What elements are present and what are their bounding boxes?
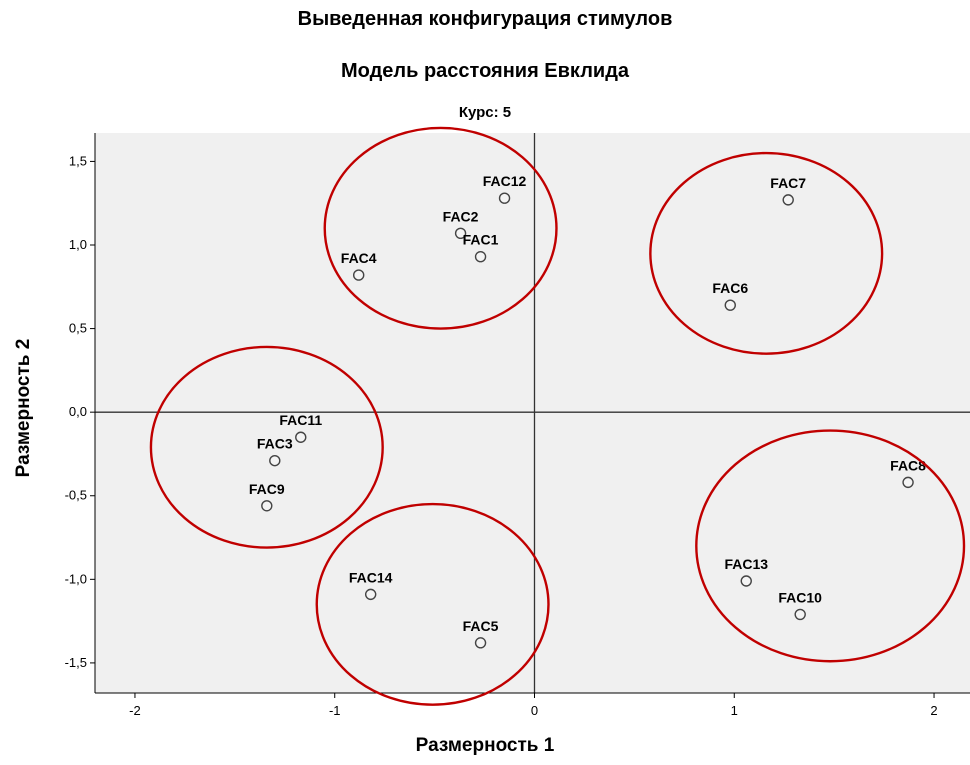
y-tick-label: -1,0 xyxy=(65,571,87,586)
data-point xyxy=(474,251,487,263)
x-tick-label: -1 xyxy=(329,703,341,718)
y-tick-label: 0,5 xyxy=(69,321,87,336)
x-tick-label: 2 xyxy=(930,703,937,718)
panel-label: Курс: 5 xyxy=(458,104,512,121)
data-point xyxy=(364,588,377,601)
data-point xyxy=(454,227,467,239)
point-label: FAC10 xyxy=(778,589,822,605)
data-point xyxy=(474,637,487,649)
x-axis-label: Размерность 1 xyxy=(415,735,555,756)
data-point xyxy=(724,299,736,311)
plot-area xyxy=(95,133,970,693)
cluster-ellipse xyxy=(323,126,558,330)
y-tick-label: 1,5 xyxy=(69,153,87,168)
point-label: FAC7 xyxy=(770,175,806,191)
data-point xyxy=(261,500,273,512)
point-label: FAC13 xyxy=(724,556,768,572)
data-point xyxy=(269,454,281,467)
point-label: FAC1 xyxy=(463,232,499,248)
point-label: FAC11 xyxy=(279,412,322,428)
point-label: FAC5 xyxy=(463,618,499,634)
y-tick-label: 0,0 xyxy=(69,404,87,419)
x-tick-label: 1 xyxy=(731,703,738,718)
data-point xyxy=(794,608,806,621)
point-label: FAC8 xyxy=(890,457,926,473)
point-label: FAC4 xyxy=(341,250,377,266)
y-tick-label: -1,5 xyxy=(65,655,87,670)
point-label: FAC12 xyxy=(483,173,527,189)
point-label: FAC9 xyxy=(249,481,285,497)
data-point xyxy=(352,269,365,281)
point-label: FAC3 xyxy=(257,436,293,452)
point-label: FAC14 xyxy=(349,569,393,585)
data-point xyxy=(902,476,914,489)
chart-subtitle: Модель расстояния Евклида xyxy=(340,60,630,82)
y-tick-label: 1,0 xyxy=(69,237,87,252)
chart-title: Выведенная конфигурация стимулов xyxy=(297,8,673,30)
data-point xyxy=(782,194,794,206)
data-point xyxy=(295,431,307,443)
data-point xyxy=(740,575,752,587)
data-point xyxy=(498,192,511,204)
x-tick-label: 0 xyxy=(531,703,538,718)
y-tick-label: -0,5 xyxy=(65,488,87,503)
point-label: FAC6 xyxy=(712,280,748,296)
cluster-ellipse xyxy=(649,151,884,355)
x-tick-label: -2 xyxy=(129,703,141,718)
cluster-ellipse xyxy=(695,429,966,663)
cluster-ellipse xyxy=(149,345,384,549)
cluster-ellipse xyxy=(315,502,550,706)
point-label: FAC2 xyxy=(443,208,479,224)
